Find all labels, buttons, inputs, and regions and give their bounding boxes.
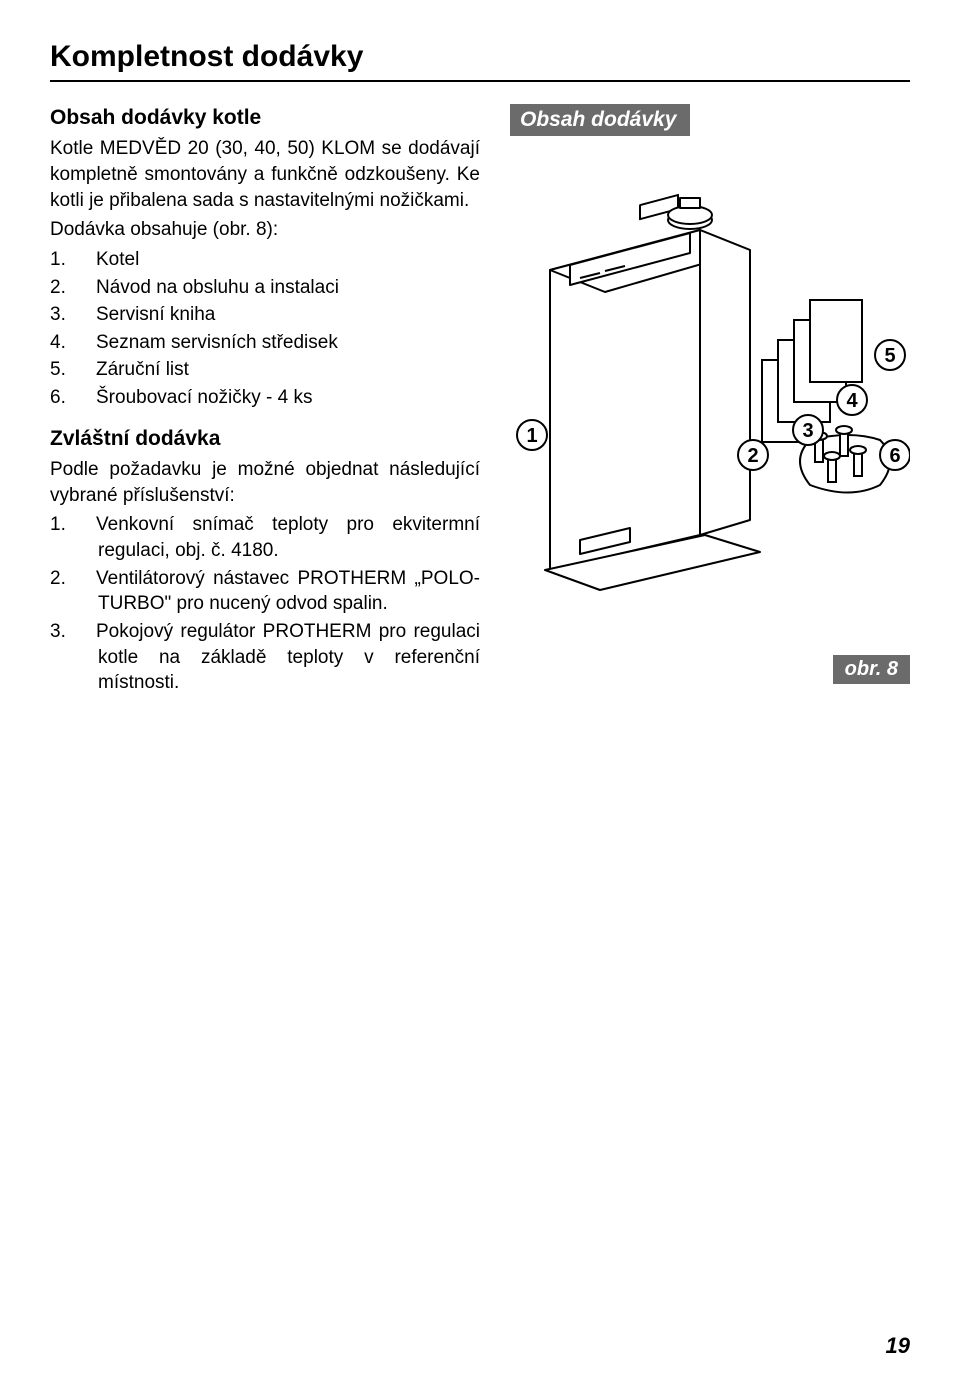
- two-column-layout: Obsah dodávky kotle Kotle MEDVĚD 20 (30,…: [50, 104, 910, 710]
- list-number: 2.: [74, 566, 96, 592]
- list-number: 3.: [74, 302, 96, 328]
- delivery-contents-list: 1.Kotel 2.Návod na obsluhu a instalaci 3…: [50, 247, 480, 411]
- list-text: Šroubovací nožičky - 4 ks: [96, 387, 312, 408]
- callout-2: 2: [747, 445, 758, 467]
- list-number: 5.: [74, 357, 96, 383]
- callout-4: 4: [846, 390, 858, 412]
- list-text: Venkovní snímač teploty pro ekvitermní r…: [96, 514, 480, 561]
- figure-title: Obsah dodávky: [510, 104, 690, 136]
- list-number: 2.: [74, 275, 96, 301]
- list-number: 3.: [74, 619, 96, 645]
- list-item: 3.Pokojový regulátor PROTHERM pro regula…: [74, 619, 480, 696]
- list-item: 3.Servisní kniha: [74, 302, 480, 328]
- list-item: 4.Seznam servisních středisek: [74, 330, 480, 356]
- callout-1: 1: [526, 425, 537, 447]
- figure-column: Obsah dodávky: [510, 104, 910, 710]
- list-lead-in: Dodávka obsahuje (obr. 8):: [50, 217, 480, 243]
- list-item: 2.Návod na obsluhu a instalaci: [74, 275, 480, 301]
- list-item: 1.Kotel: [74, 247, 480, 273]
- section-heading-zvlastni: Zvláštní dodávka: [50, 425, 480, 453]
- list-text: Návod na obsluhu a instalaci: [96, 277, 339, 298]
- special-delivery-list: 1.Venkovní snímač teploty pro ekvitermní…: [50, 512, 480, 695]
- boiler-diagram: 1 2 3 4 5 6: [510, 140, 910, 650]
- intro-paragraph: Kotle MEDVĚD 20 (30, 40, 50) KLOM se dod…: [50, 136, 480, 213]
- callout-3: 3: [802, 420, 813, 442]
- list-text: Kotel: [96, 249, 139, 270]
- list-number: 6.: [74, 385, 96, 411]
- list-item: 1.Venkovní snímač teploty pro ekvitermní…: [74, 512, 480, 563]
- figure-caption: obr. 8: [833, 655, 910, 684]
- page-number: 19: [886, 1333, 910, 1359]
- special-lead-in: Podle požadavku je možné objednat násled…: [50, 457, 480, 508]
- callout-6: 6: [889, 445, 900, 467]
- list-text: Záruční list: [96, 359, 189, 380]
- list-item: 6.Šroubovací nožičky - 4 ks: [74, 385, 480, 411]
- list-text: Seznam servisních středisek: [96, 332, 338, 353]
- figure-panel: Obsah dodávky: [510, 104, 910, 684]
- list-item: 2.Ventilátorový nástavec PROTHERM „POLO-…: [74, 566, 480, 617]
- callout-5: 5: [884, 345, 895, 367]
- section-heading-obsah: Obsah dodávky kotle: [50, 104, 480, 132]
- list-number: 1.: [74, 247, 96, 273]
- list-number: 1.: [74, 512, 96, 538]
- list-text: Servisní kniha: [96, 304, 215, 325]
- text-column: Obsah dodávky kotle Kotle MEDVĚD 20 (30,…: [50, 104, 480, 710]
- list-text: Pokojový regulátor PROTHERM pro regulaci…: [96, 621, 480, 693]
- boiler-icon: [545, 195, 760, 590]
- list-number: 4.: [74, 330, 96, 356]
- list-text: Ventilátorový nástavec PROTHERM „POLO-TU…: [96, 568, 480, 615]
- page-title: Kompletnost dodávky: [50, 40, 910, 82]
- list-item: 5.Záruční list: [74, 357, 480, 383]
